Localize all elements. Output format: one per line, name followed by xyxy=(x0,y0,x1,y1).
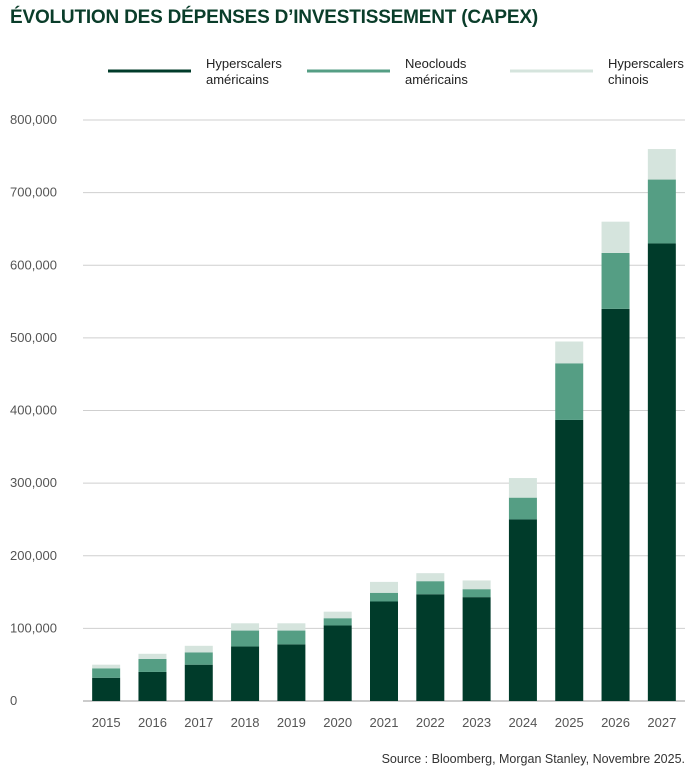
bar-segment-2016-s0 xyxy=(138,671,167,701)
bar-segment-2027-s1 xyxy=(647,179,676,244)
bar-segment-2020-s2 xyxy=(323,611,352,619)
x-tick-label: 2027 xyxy=(647,715,676,730)
y-tick-label: 0 xyxy=(10,693,17,708)
bar-segment-2026-s1 xyxy=(601,252,630,309)
bar-segment-2016-s1 xyxy=(138,658,167,672)
bar-segment-2021-s1 xyxy=(370,592,398,602)
bar-segment-2027-s2 xyxy=(647,149,676,180)
legend-label: Hyperscalers américains xyxy=(206,56,282,87)
bar-segment-2015-s0 xyxy=(92,677,121,701)
y-tick-label: 400,000 xyxy=(10,403,57,418)
x-tick-label: 2018 xyxy=(231,715,260,730)
x-tick-label: 2020 xyxy=(323,715,352,730)
y-tick-label: 500,000 xyxy=(10,330,57,345)
bar-segment-2022-s0 xyxy=(416,594,445,701)
chart-title: ÉVOLUTION DES DÉPENSES D’INVESTISSEMENT … xyxy=(10,7,538,28)
y-tick-label: 600,000 xyxy=(10,257,57,272)
y-tick-label: 300,000 xyxy=(10,475,57,490)
bar-segment-2020-s1 xyxy=(323,618,352,626)
legend-label-line: Neoclouds xyxy=(405,56,467,71)
legend-label-line: chinois xyxy=(608,72,649,87)
bar-segment-2023-s2 xyxy=(462,580,491,590)
bar-segment-2019-s0 xyxy=(277,644,306,701)
y-tick-label: 100,000 xyxy=(10,620,57,635)
bar-segment-2017-s1 xyxy=(184,652,213,665)
bar-segment-2025-s2 xyxy=(555,341,584,364)
x-tick-label: 2016 xyxy=(138,715,167,730)
x-tick-label: 2023 xyxy=(462,715,491,730)
source-note: Source : Bloomberg, Morgan Stanley, Nove… xyxy=(381,752,685,766)
legend-label-line: américains xyxy=(206,72,269,87)
bar-segment-2018-s0 xyxy=(231,646,260,701)
y-tick-label: 800,000 xyxy=(10,112,57,127)
bar-segment-2023-s1 xyxy=(462,589,491,598)
bar-segment-2016-s2 xyxy=(138,653,167,659)
bar-segment-2023-s0 xyxy=(462,597,491,701)
x-tick-label: 2026 xyxy=(601,715,630,730)
bar-segment-2022-s1 xyxy=(416,581,445,595)
legend-label-line: américains xyxy=(405,72,468,87)
bar-segment-2019-s2 xyxy=(277,623,306,631)
bar-segment-2015-s1 xyxy=(92,668,121,678)
bar-segment-2025-s1 xyxy=(555,363,584,420)
bar-segment-2022-s2 xyxy=(416,573,445,582)
bar-segment-2017-s0 xyxy=(184,664,213,701)
bar-segment-2024-s0 xyxy=(508,519,537,701)
bar-segment-2021-s2 xyxy=(370,581,398,593)
legend-label-line: Hyperscalers xyxy=(608,56,684,71)
x-tick-label: 2025 xyxy=(555,715,584,730)
bar-segment-2024-s1 xyxy=(508,497,537,520)
x-tick-label: 2015 xyxy=(92,715,121,730)
y-tick-label: 700,000 xyxy=(10,185,57,200)
bar-segment-2021-s0 xyxy=(370,601,398,701)
x-tick-label: 2024 xyxy=(508,715,537,730)
bar-segment-2024-s2 xyxy=(508,478,537,498)
bar-segment-2019-s1 xyxy=(277,630,306,645)
bar-segment-2018-s1 xyxy=(231,630,260,647)
bar-segment-2018-s2 xyxy=(231,623,260,631)
legend-label-line: Hyperscalers xyxy=(206,56,282,71)
legend-label: Hyperscalers chinois xyxy=(608,56,684,87)
bar-segment-2026-s0 xyxy=(601,308,630,701)
bar-segment-2026-s2 xyxy=(601,221,630,253)
bar-segment-2015-s2 xyxy=(92,664,121,669)
bar-segment-2025-s0 xyxy=(555,419,584,701)
x-tick-label: 2019 xyxy=(277,715,306,730)
bar-segment-2017-s2 xyxy=(184,645,213,653)
x-tick-label: 2021 xyxy=(370,715,399,730)
bar-segment-2027-s0 xyxy=(647,243,676,701)
bar-segment-2020-s0 xyxy=(323,625,352,701)
x-tick-label: 2017 xyxy=(184,715,213,730)
legend-label: Neoclouds américains xyxy=(405,56,468,87)
y-tick-label: 200,000 xyxy=(10,548,57,563)
x-tick-label: 2022 xyxy=(416,715,445,730)
